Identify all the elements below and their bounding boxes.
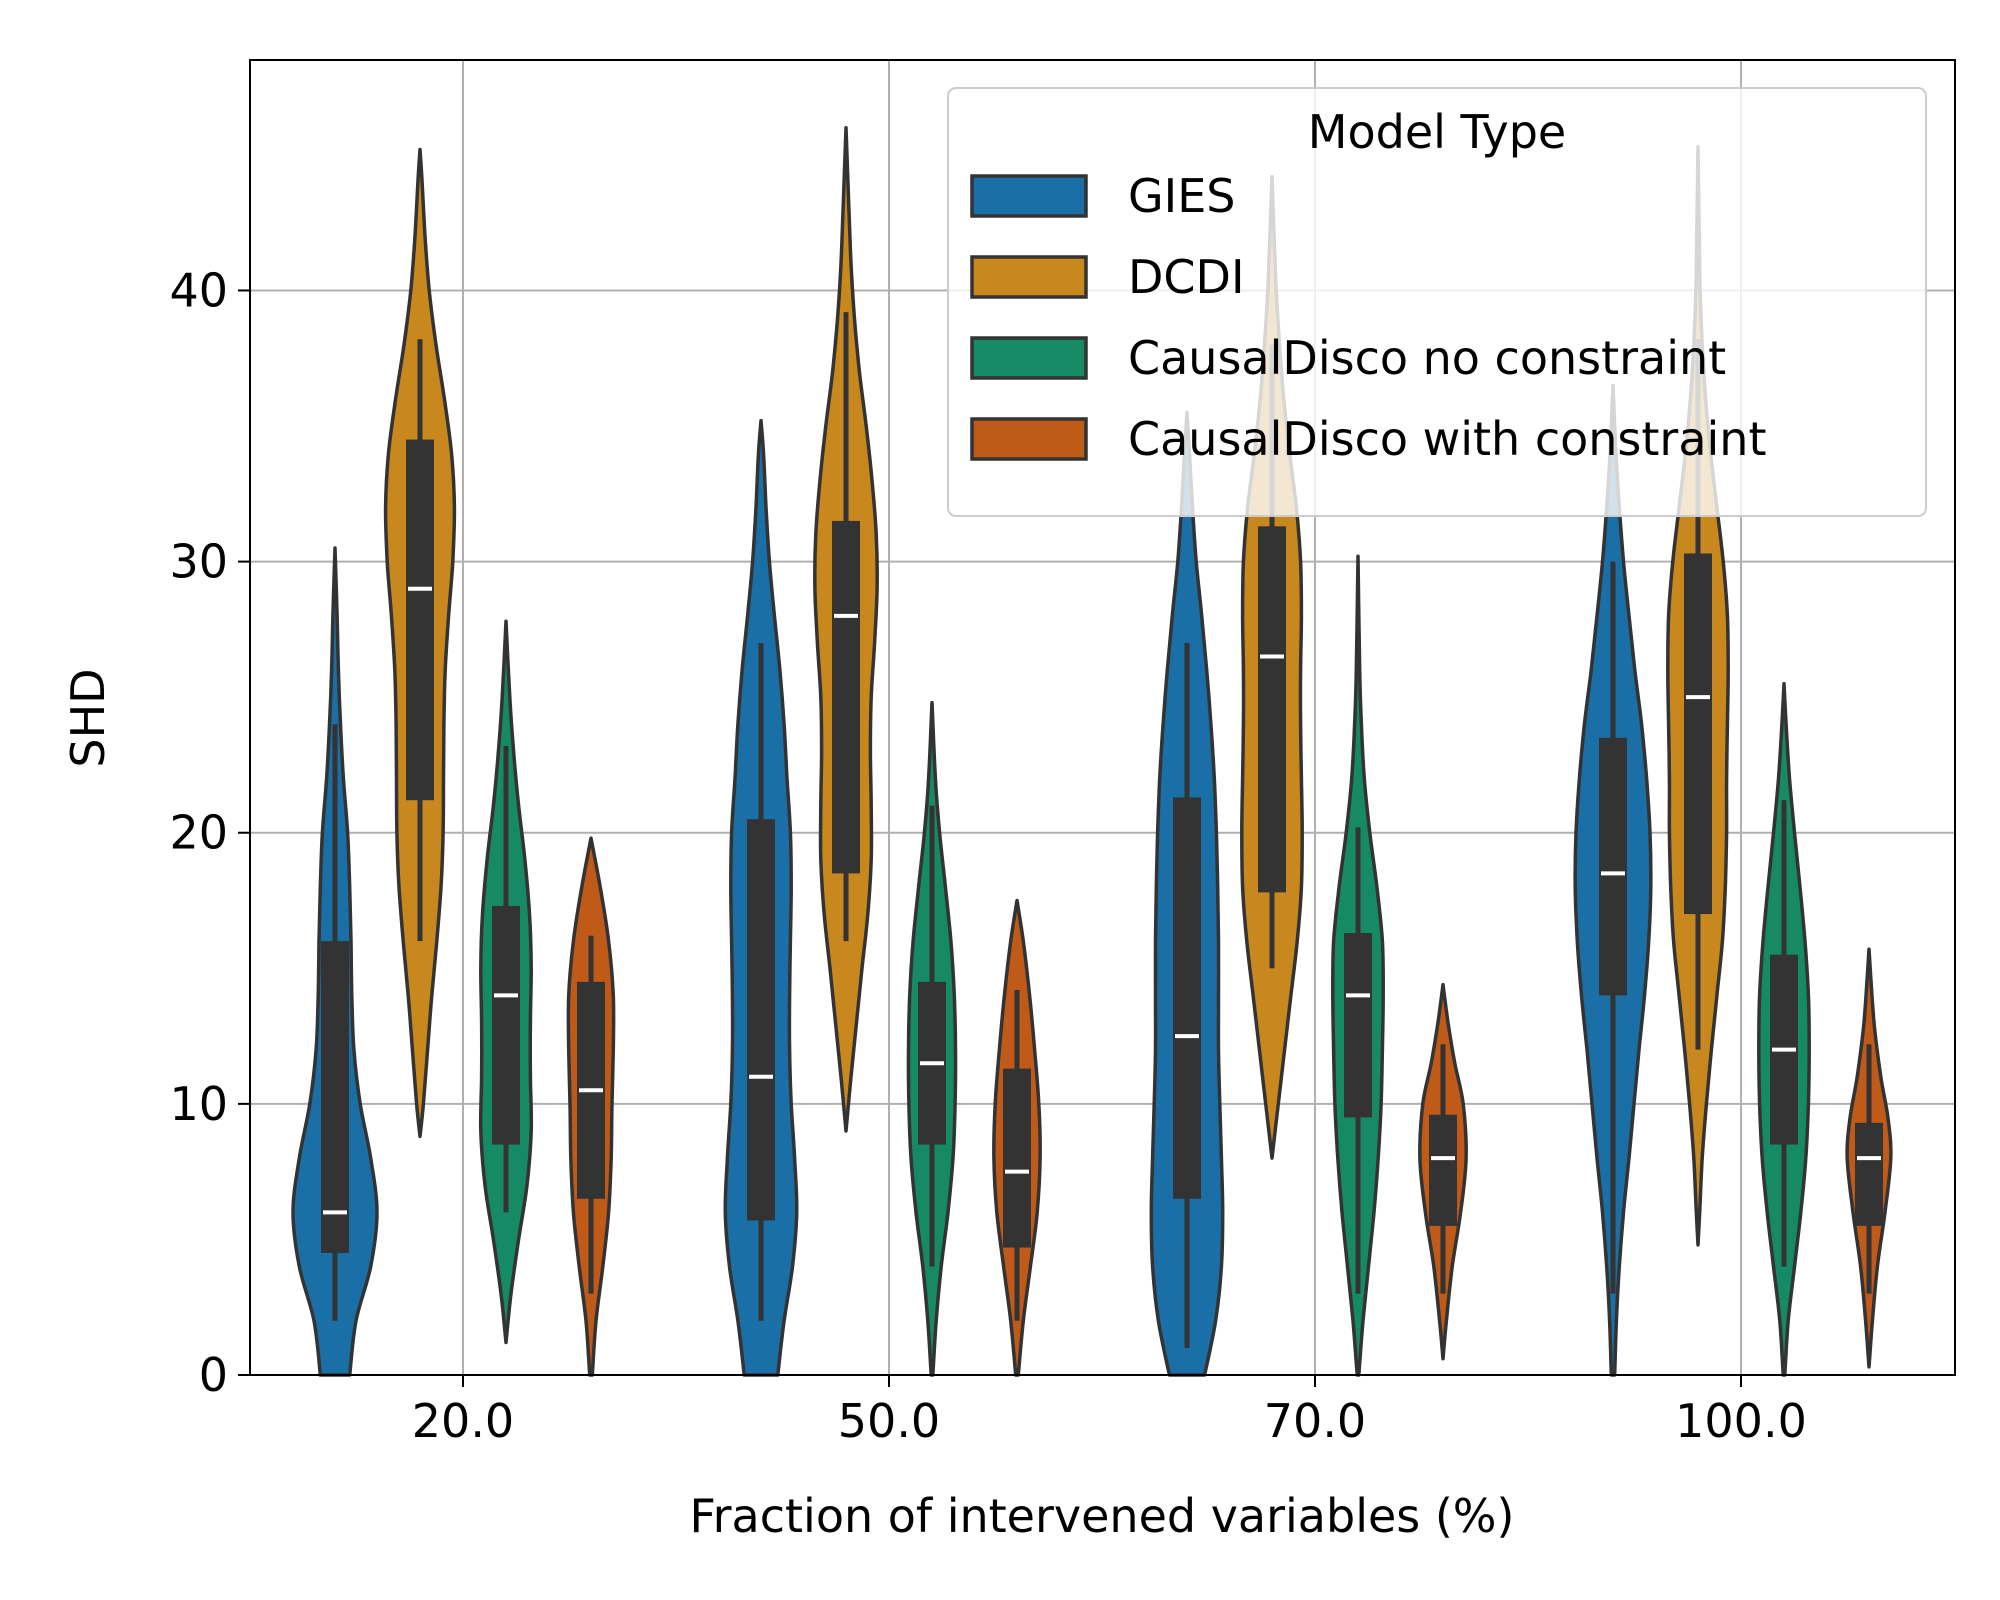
violin-iqr-box bbox=[406, 439, 434, 801]
violin-causaldisco-no-constraint-100.0 bbox=[1757, 681, 1811, 1377]
violin-gies-100.0 bbox=[1573, 383, 1653, 1377]
violin-iqr-box bbox=[1258, 526, 1286, 893]
violin-gies-20.0 bbox=[291, 546, 379, 1377]
violin-gies-50.0 bbox=[723, 418, 799, 1377]
violin-causaldisco-no-constraint-70.0 bbox=[1331, 554, 1385, 1377]
violins bbox=[291, 126, 1893, 1377]
legend-swatch bbox=[970, 417, 1088, 461]
y-axis-label: SHD bbox=[61, 668, 115, 767]
violin-dcdi-70.0 bbox=[1240, 174, 1304, 1160]
y-tick-label: 0 bbox=[199, 1348, 228, 1402]
violin-iqr-box bbox=[832, 520, 860, 874]
legend-swatch bbox=[970, 336, 1088, 380]
violin-causaldisco-no-constraint-50.0 bbox=[906, 700, 958, 1377]
x-tick-label: 50.0 bbox=[838, 1394, 940, 1448]
y-tick-label: 40 bbox=[169, 263, 228, 317]
legend-swatch bbox=[970, 255, 1088, 299]
y-axis: 0 10 20 30 40 bbox=[169, 263, 250, 1402]
violin-iqr-box bbox=[747, 819, 775, 1221]
violin-causaldisco-with-constraint-100.0 bbox=[1845, 947, 1893, 1369]
violin-dcdi-50.0 bbox=[813, 126, 879, 1133]
legend-entry-label: CausalDisco no constraint bbox=[1128, 331, 1726, 385]
plot-area-frame bbox=[249, 59, 1956, 1376]
x-axis: 20.0 50.0 70.0 100.0 bbox=[412, 1375, 1807, 1448]
y-tick-label: 20 bbox=[169, 806, 228, 860]
violin-iqr-box bbox=[1173, 797, 1201, 1199]
violin-iqr-box bbox=[492, 905, 520, 1145]
violin-iqr-box bbox=[1429, 1114, 1457, 1226]
legend: Model Type GIES DCDI CausalDisco no constr… bbox=[947, 87, 1927, 517]
x-tick-label: 20.0 bbox=[412, 1394, 514, 1448]
y-tick-label: 30 bbox=[169, 535, 228, 589]
violin-causaldisco-with-constraint-50.0 bbox=[992, 898, 1042, 1377]
violin-iqr-box bbox=[321, 941, 349, 1253]
x-axis-label: Fraction of intervened variables (%) bbox=[690, 1489, 1515, 1543]
violin-causaldisco-with-constraint-20.0 bbox=[566, 836, 616, 1377]
x-tick-label: 70.0 bbox=[1264, 1394, 1366, 1448]
violin-dcdi-20.0 bbox=[383, 147, 457, 1139]
violin-iqr-box bbox=[1599, 737, 1627, 996]
legend-swatch bbox=[970, 174, 1088, 218]
x-tick-label: 100.0 bbox=[1675, 1394, 1807, 1448]
legend-title: Model Type bbox=[1308, 105, 1566, 159]
legend-entry-label: GIES bbox=[1128, 169, 1235, 223]
legend-entry-label: DCDI bbox=[1128, 250, 1245, 304]
violin-iqr-box bbox=[1855, 1122, 1883, 1226]
violin-iqr-box bbox=[1344, 933, 1372, 1118]
y-tick-label: 10 bbox=[169, 1077, 228, 1131]
legend-frame bbox=[947, 87, 1927, 517]
legend-entry-label: CausalDisco with constraint bbox=[1128, 412, 1767, 466]
violin-iqr-box bbox=[1003, 1068, 1031, 1248]
violin-causaldisco-with-constraint-70.0 bbox=[1418, 982, 1468, 1361]
violin-iqr-box bbox=[1684, 553, 1712, 915]
violin-causaldisco-no-constraint-20.0 bbox=[478, 619, 534, 1345]
